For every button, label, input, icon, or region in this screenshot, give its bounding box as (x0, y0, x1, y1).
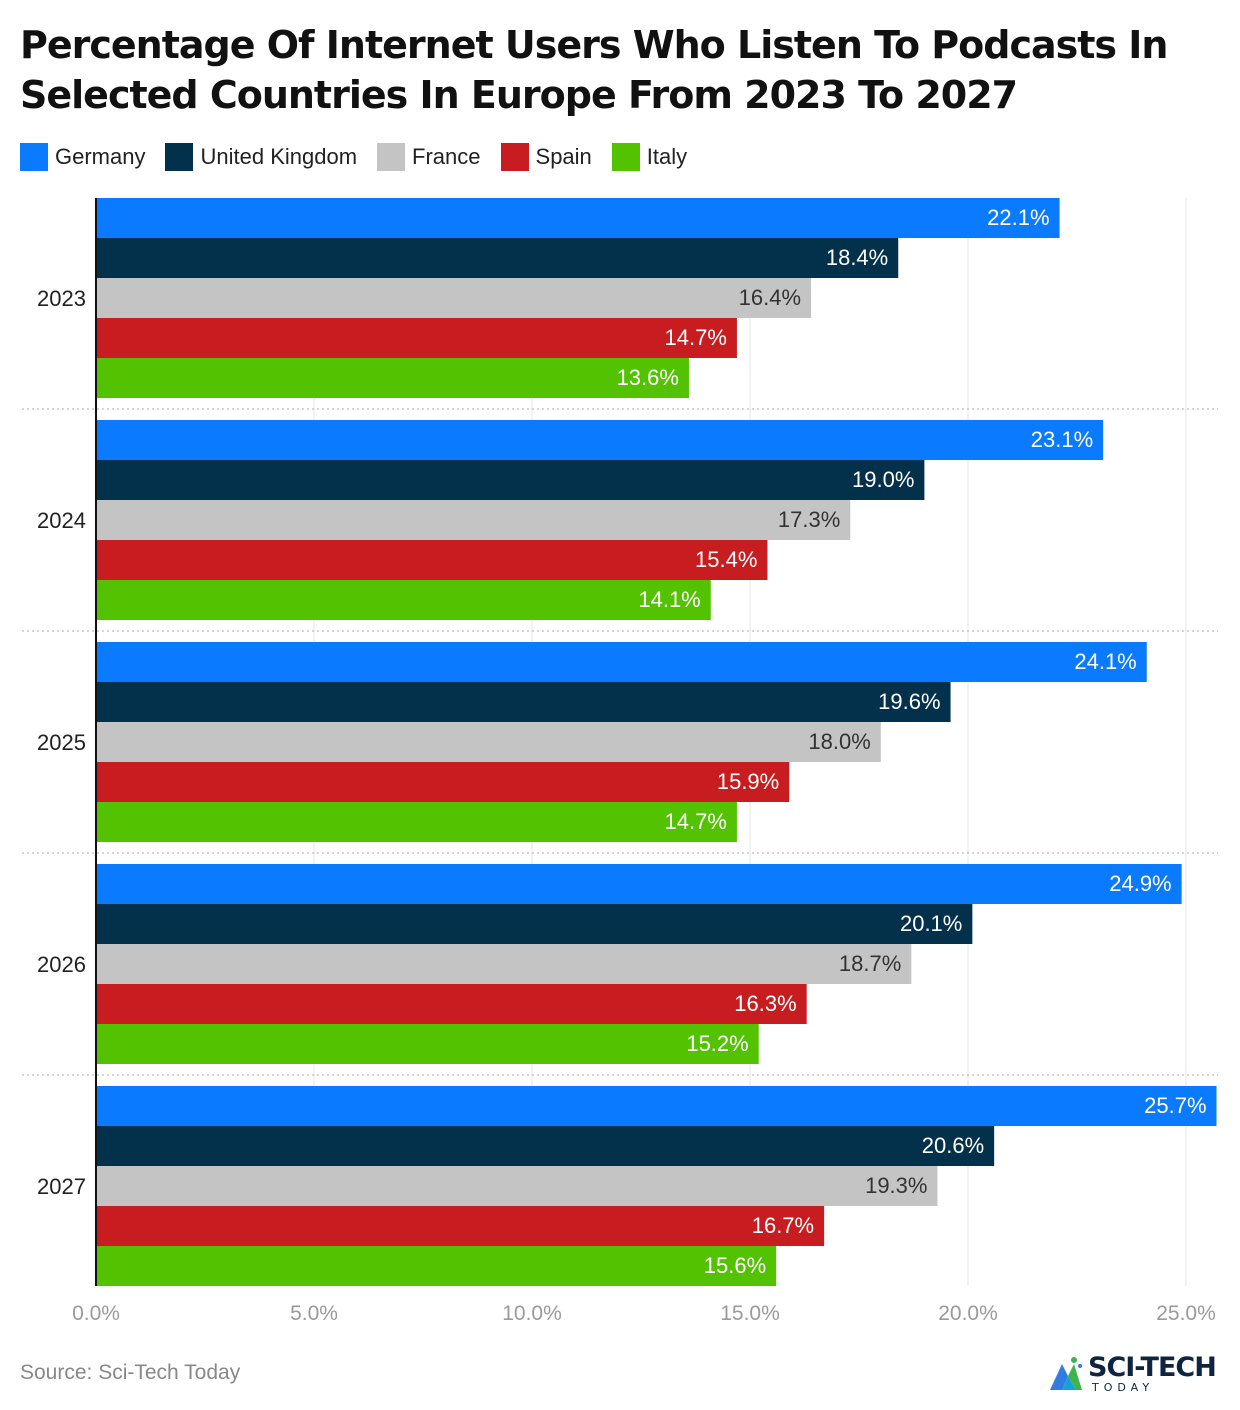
bar-2024-france (96, 500, 851, 540)
data-label-2025-germany: 24.1% (1074, 649, 1136, 674)
bar-2023-germany (96, 198, 1060, 238)
category-label-2023: 2023 (37, 286, 86, 311)
logo-subtext: TODAY (1092, 1381, 1155, 1394)
data-label-2024-germany: 23.1% (1031, 427, 1093, 452)
data-label-2024-italy: 14.1% (638, 587, 700, 612)
data-label-2026-germany: 24.9% (1109, 871, 1171, 896)
x-tick-label-4: 20.0% (938, 1302, 998, 1325)
category-label-2025: 2025 (37, 730, 86, 755)
data-label-2023-germany: 22.1% (987, 205, 1049, 230)
bar-2025-united-kingdom (96, 682, 951, 722)
legend-item-italy: Italy (611, 143, 688, 171)
data-label-2027-spain: 16.7% (752, 1213, 814, 1238)
bar-2026-italy (96, 1024, 759, 1064)
bar-2025-spain (96, 762, 790, 802)
bar-2025-germany (96, 642, 1147, 682)
legend-swatch-italy (611, 143, 640, 171)
x-tick-label-3: 15.0% (720, 1302, 780, 1325)
data-label-2026-france: 18.7% (839, 951, 901, 976)
bar-2023-france (96, 278, 812, 318)
category-label-2027: 2027 (37, 1174, 86, 1199)
legend-swatch-germany (20, 143, 48, 171)
x-tick-label-2: 10.0% (502, 1302, 562, 1325)
legend-item-united-kingdom: United Kingdom (165, 143, 357, 171)
category-label-2026: 2026 (37, 952, 86, 977)
source-note: Source: Sci-Tech Today (20, 1361, 241, 1384)
bar-2024-united-kingdom (96, 460, 925, 500)
bar-2025-france (96, 722, 881, 762)
bar-2024-germany (96, 420, 1104, 460)
legend: Germany United Kingdom France Spain Ital… (20, 142, 707, 172)
data-label-2024-united-kingdom: 19.0% (852, 467, 914, 492)
bar-2027-italy (96, 1246, 777, 1286)
legend-item-germany: Germany (20, 143, 145, 171)
chart-title: Percentage Of Internet Users Who Listen … (20, 23, 1168, 117)
bar-2027-united-kingdom (96, 1126, 995, 1166)
bar-2023-italy (96, 358, 689, 398)
bar-2027-germany (96, 1086, 1217, 1126)
data-label-2026-italy: 15.2% (686, 1031, 748, 1056)
bar-2025-italy (96, 802, 737, 842)
bar-2023-spain (96, 318, 737, 358)
data-label-2023-france: 16.4% (739, 285, 801, 310)
data-label-2027-united-kingdom: 20.6% (922, 1133, 984, 1158)
legend-swatch-spain (500, 143, 529, 171)
legend-label-italy: Italy (646, 144, 688, 169)
bar-2023-united-kingdom (96, 238, 899, 278)
data-label-2025-france: 18.0% (808, 729, 870, 754)
data-label-2025-spain: 15.9% (717, 769, 779, 794)
legend-swatch-france (377, 143, 406, 171)
data-label-2026-spain: 16.3% (734, 991, 796, 1016)
legend-item-spain: Spain (500, 143, 592, 171)
x-tick-label-0: 0.0% (72, 1302, 120, 1325)
data-label-2023-spain: 14.7% (665, 325, 727, 350)
legend-swatch-united-kingdom (165, 143, 194, 171)
data-label-2024-spain: 15.4% (695, 547, 757, 572)
x-tick-label-1: 5.0% (290, 1302, 338, 1325)
x-tick-label-5: 25.0% (1156, 1302, 1216, 1325)
bar-2027-spain (96, 1206, 825, 1246)
data-label-2027-germany: 25.7% (1144, 1093, 1206, 1118)
bar-2026-spain (96, 984, 807, 1024)
data-label-2023-united-kingdom: 18.4% (826, 245, 888, 270)
data-label-2027-italy: 15.6% (704, 1253, 766, 1278)
logo-mark-icon (1050, 1357, 1082, 1390)
data-label-2025-united-kingdom: 19.6% (878, 689, 940, 714)
legend-label-spain: Spain (535, 144, 592, 169)
data-label-2025-italy: 14.7% (665, 809, 727, 834)
brand-logo: SCI-TECH TODAY (1046, 1352, 1222, 1398)
bar-2024-spain (96, 540, 768, 580)
bar-2026-france (96, 944, 912, 984)
data-label-2027-france: 19.3% (865, 1173, 927, 1198)
logo-text: SCI-TECH (1088, 1352, 1217, 1383)
bar-2024-italy (96, 580, 711, 620)
bar-2027-france (96, 1166, 938, 1206)
legend-item-france: France (377, 143, 481, 171)
data-label-2026-united-kingdom: 20.1% (900, 911, 962, 936)
category-label-2024: 2024 (37, 508, 86, 533)
data-label-2023-italy: 13.6% (617, 365, 679, 390)
bar-chart: 22.1% 18.4% 16.4% 14.7% 13.6% 2023 23.1% 19.0% 1… (22, 198, 1218, 1325)
bar-2026-germany (96, 864, 1182, 904)
data-label-2024-france: 17.3% (778, 507, 840, 532)
legend-label-france: France (412, 144, 481, 169)
legend-label-united-kingdom: United Kingdom (200, 144, 358, 169)
bar-2026-united-kingdom (96, 904, 973, 944)
legend-label-germany: Germany (55, 144, 146, 169)
